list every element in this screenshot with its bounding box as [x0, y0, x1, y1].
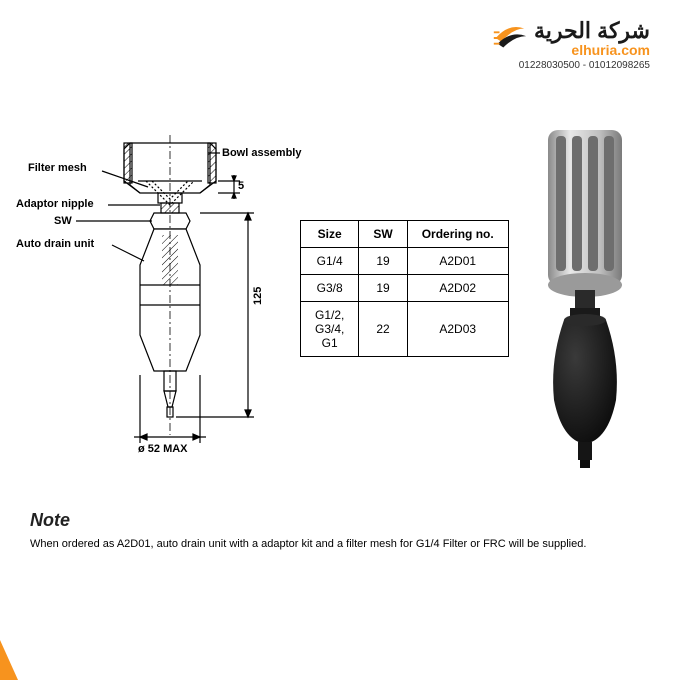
product-photo — [520, 130, 650, 470]
company-domain: elhuria.com — [534, 42, 650, 58]
corner-accent — [0, 640, 18, 680]
col-sw: SW — [359, 221, 407, 248]
label-adaptor-nipple: Adaptor nipple — [16, 198, 94, 210]
note-text: When ordered as A2D01, auto drain unit w… — [30, 537, 650, 552]
company-name: شركة الحرية — [534, 18, 650, 44]
label-filter-mesh: Filter mesh — [28, 162, 87, 174]
table-row: G3/8 19 A2D02 — [301, 275, 509, 302]
note-block: Note When ordered as A2D01, auto drain u… — [30, 510, 650, 552]
table-row: G1/2, G3/4, G1 22 A2D03 — [301, 302, 509, 357]
note-title: Note — [30, 510, 650, 531]
technical-diagram: Filter mesh Bowl assembly Adaptor nipple… — [30, 135, 290, 475]
company-phones: 01228030500 - 01012098265 — [490, 60, 650, 71]
table-row: G1/4 19 A2D01 — [301, 248, 509, 275]
dim-diameter: ø 52 MAX — [138, 443, 188, 455]
label-bowl-assembly: Bowl assembly — [222, 147, 301, 159]
label-auto-drain-unit: Auto drain unit — [16, 238, 94, 250]
label-sw: SW — [54, 215, 72, 227]
dim-125: 125 — [252, 287, 264, 305]
company-logo: شركة الحرية elhuria.com 01228030500 - 01… — [490, 18, 650, 71]
col-size: Size — [301, 221, 359, 248]
spec-table: Size SW Ordering no. G1/4 19 A2D01 G3/8 … — [300, 220, 509, 357]
col-ordering: Ordering no. — [407, 221, 508, 248]
dim-5: 5 — [238, 180, 244, 192]
logo-swoosh-icon — [490, 19, 528, 57]
